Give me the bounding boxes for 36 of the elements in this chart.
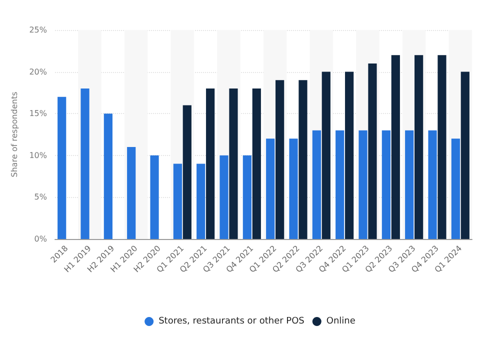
bar — [405, 130, 414, 239]
bar — [391, 55, 400, 239]
bar — [428, 130, 437, 239]
bar — [150, 155, 159, 239]
bar — [289, 138, 298, 239]
bar — [173, 164, 182, 239]
bar — [266, 138, 275, 239]
bar — [451, 138, 460, 239]
bar — [104, 114, 112, 239]
bar — [336, 130, 344, 239]
legend-label: Stores, restaurants or other POS — [158, 316, 305, 326]
y-tick-label: 20% — [29, 67, 48, 76]
bar — [312, 130, 321, 239]
y-tick-label: 25% — [29, 26, 48, 34]
bar — [382, 130, 390, 239]
bar — [182, 105, 192, 239]
legend-label: Online — [326, 316, 356, 326]
bar — [229, 88, 238, 239]
y-tick-label: 15% — [29, 109, 48, 118]
bar — [206, 88, 215, 239]
bar — [220, 155, 228, 239]
bar — [276, 80, 284, 239]
y-tick-label: 5% — [34, 192, 48, 202]
bar — [252, 88, 261, 239]
y-tick-label: 10% — [29, 150, 48, 160]
bar — [58, 96, 66, 239]
bar — [127, 147, 136, 239]
y-axis-title: Share of respondents — [10, 92, 19, 178]
y-tick-label: 0% — [34, 234, 48, 244]
bar — [242, 155, 252, 239]
bar — [345, 72, 354, 239]
bar — [196, 164, 206, 239]
bar — [438, 55, 446, 239]
bar — [358, 130, 368, 239]
bar — [80, 88, 90, 239]
bar — [298, 80, 308, 239]
